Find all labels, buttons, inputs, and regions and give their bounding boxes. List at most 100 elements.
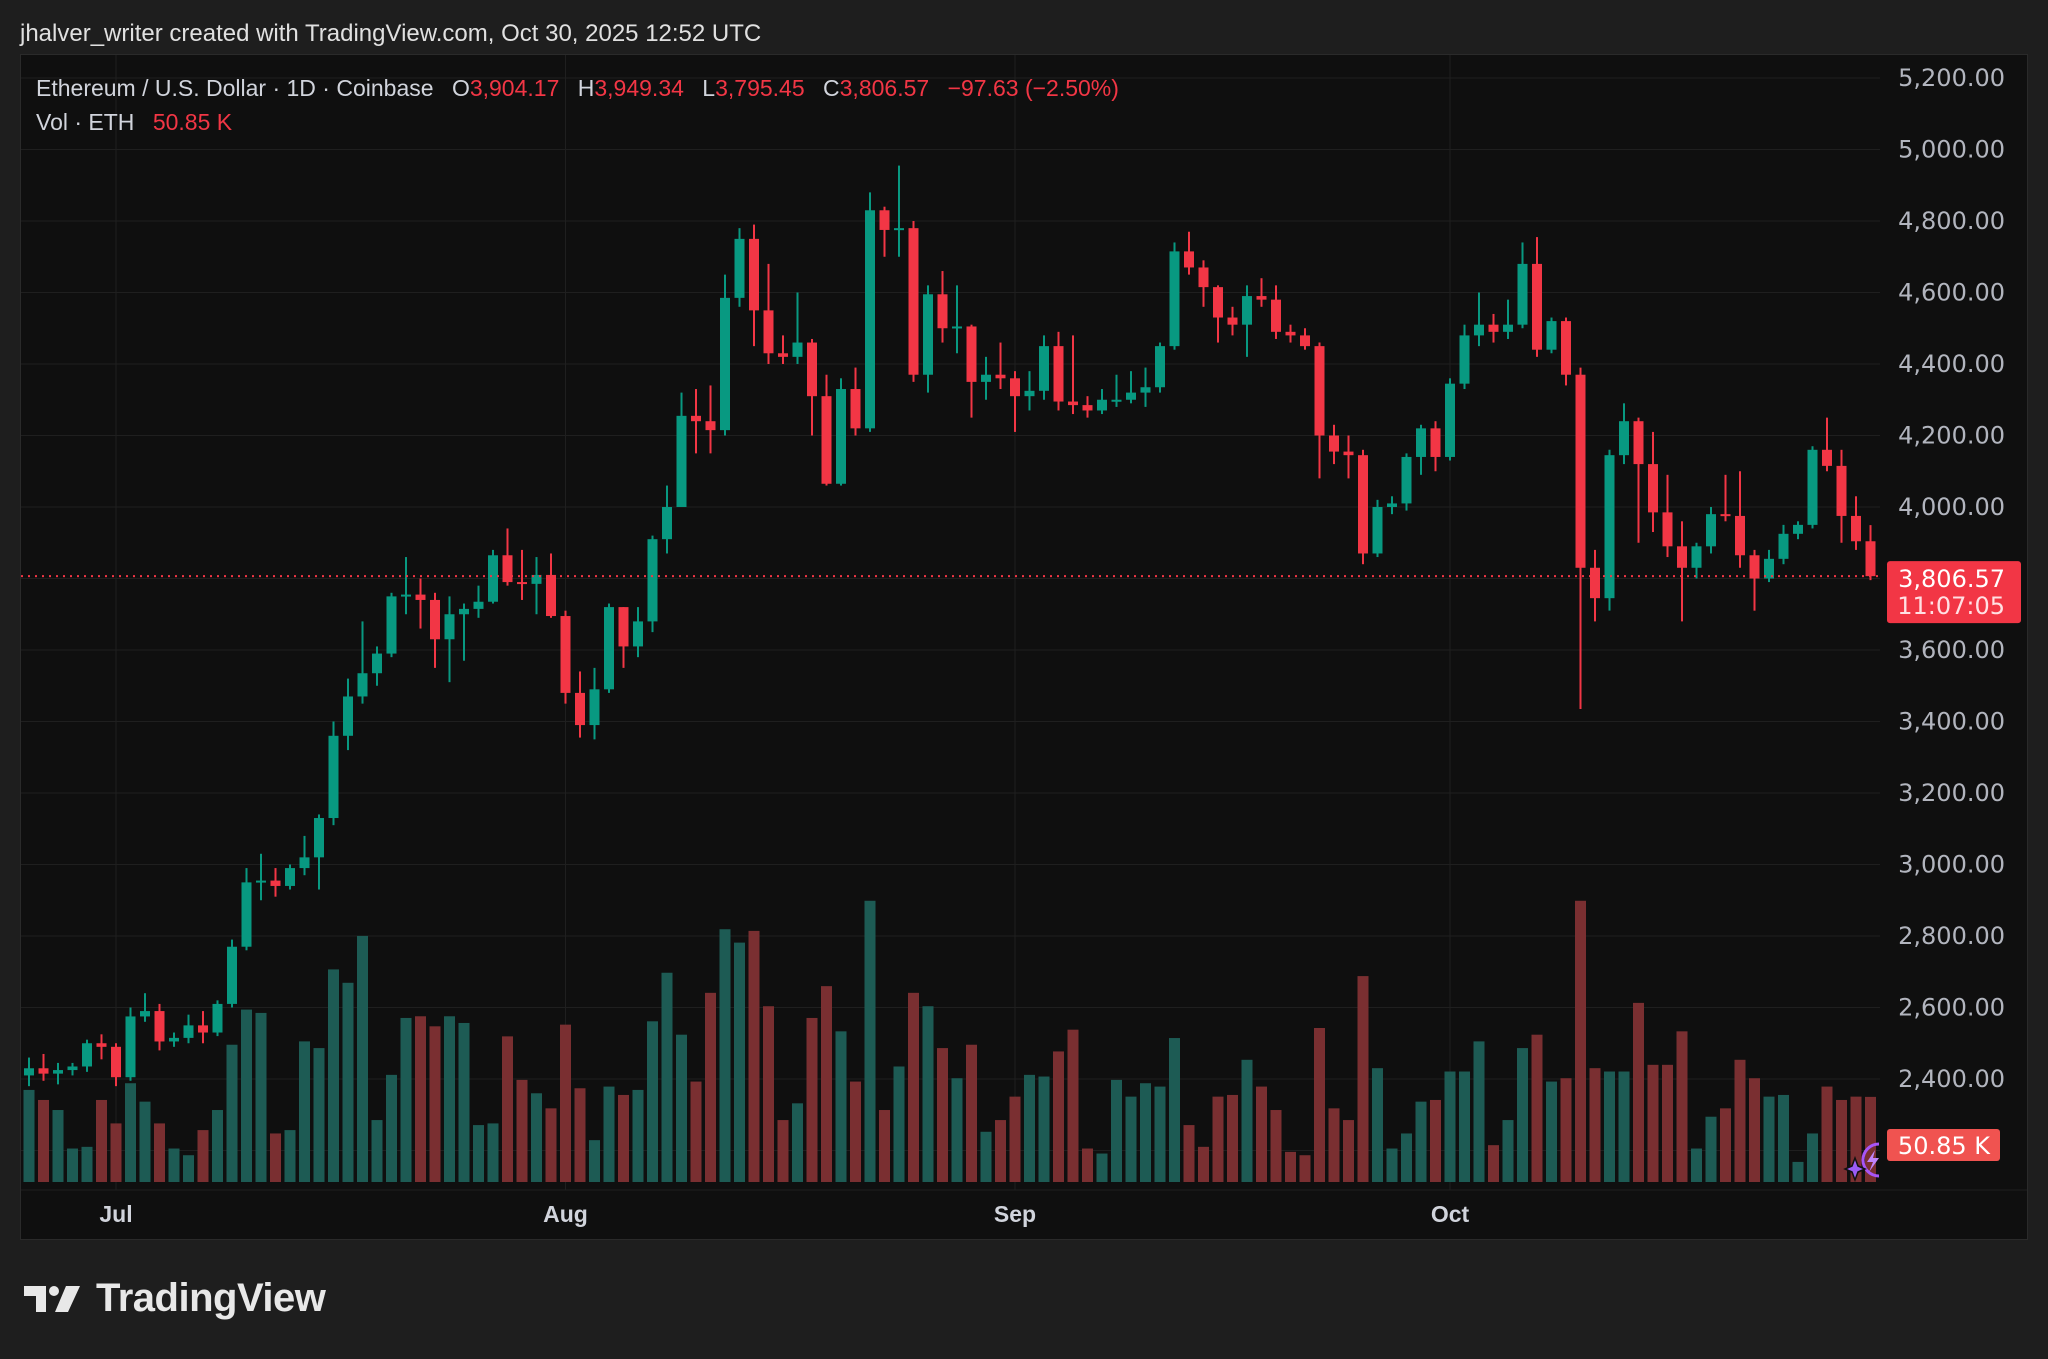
candle (169, 1032, 179, 1047)
candle (1488, 313, 1499, 343)
volume-bar (458, 1022, 470, 1182)
volume-bar (400, 1017, 412, 1182)
candle (618, 607, 629, 668)
candle-body (575, 692, 585, 726)
candle-body (1532, 263, 1542, 350)
volume-bar (1473, 1041, 1485, 1182)
chart-panel[interactable] (20, 54, 2028, 1240)
candle-body (1793, 524, 1803, 534)
candle (705, 385, 716, 454)
candle-body (1010, 378, 1020, 397)
volume-bar (1024, 1074, 1035, 1182)
candle (1358, 449, 1368, 565)
candle-body (227, 946, 237, 1004)
brand-name: TradingView (96, 1276, 326, 1320)
candle (67, 1062, 78, 1076)
volume-bar (1111, 1079, 1122, 1182)
candle-body (1314, 346, 1325, 436)
candle-body (1662, 512, 1673, 547)
volume-bar (980, 1131, 992, 1182)
candle (1793, 521, 1803, 540)
candle-body (807, 342, 817, 397)
volume-bar (284, 1130, 296, 1182)
volume-bar (502, 1036, 513, 1182)
candle (125, 1007, 136, 1081)
candle-body (1082, 405, 1093, 411)
candle (343, 678, 353, 751)
price-tick-label: 3,400.00 (1898, 708, 2005, 736)
candle (386, 592, 397, 658)
volume-bar (1328, 1108, 1340, 1182)
high-value: 3,949.34 (594, 75, 684, 101)
candle-body (1445, 383, 1455, 457)
candle (1184, 231, 1194, 275)
candle-body (1111, 399, 1122, 402)
candle-body (633, 621, 643, 647)
candle-body (1488, 324, 1499, 332)
candle (1503, 299, 1513, 339)
candle (879, 206, 890, 257)
candle (1213, 285, 1223, 343)
volume-bar (516, 1079, 528, 1182)
candle (647, 535, 658, 633)
candle (1575, 367, 1586, 709)
assistant-sparkle-icon[interactable] (1843, 1142, 1880, 1183)
volume-bar (1575, 900, 1586, 1182)
candle (1329, 424, 1339, 465)
volume-bar (734, 942, 745, 1182)
candle (995, 342, 1006, 390)
candle (198, 1011, 208, 1044)
candle-body (1764, 558, 1774, 579)
tradingview-logo[interactable]: TradingView (24, 1276, 326, 1321)
volume-bar (705, 992, 716, 1182)
candle (720, 274, 730, 436)
volume-bar (1763, 1096, 1775, 1182)
candle (1126, 371, 1136, 404)
candle (82, 1039, 92, 1072)
volume-bar (1386, 1148, 1398, 1182)
volume-bar (632, 1089, 644, 1182)
candle-body (792, 342, 803, 357)
candle (1590, 549, 1600, 622)
candle (96, 1034, 107, 1060)
candle (1474, 292, 1484, 347)
price-tick-label: 4,800.00 (1898, 207, 2005, 235)
candle (734, 228, 745, 307)
time-tick-label: Sep (994, 1201, 1036, 1227)
candle (1198, 260, 1209, 307)
price-tick-label: 2,600.00 (1898, 994, 2005, 1022)
candle-body (67, 1066, 78, 1071)
candle (1053, 331, 1064, 411)
volume-bar (1546, 1081, 1557, 1182)
volume-bar (763, 1006, 774, 1182)
volume-bar (67, 1148, 78, 1182)
volume-bar (357, 935, 368, 1182)
volume-bar (835, 1031, 847, 1182)
candle-body (1213, 287, 1223, 318)
price-tick-label: 3,600.00 (1898, 636, 2005, 664)
candle (633, 607, 643, 658)
candle (749, 224, 759, 347)
volume-bar (1662, 1064, 1673, 1182)
high-label: H (577, 75, 595, 101)
candle-body (1546, 321, 1557, 350)
time-tick-label: Aug (543, 1201, 588, 1227)
candle-body (531, 574, 542, 584)
candle-body (1822, 449, 1832, 466)
volume-bar (1314, 1027, 1325, 1182)
volume-bar (1299, 1155, 1311, 1182)
candle-body (1126, 392, 1136, 400)
candle-body (299, 857, 310, 869)
volume-bar (1140, 1083, 1151, 1182)
price-tick-label: 5,200.00 (1898, 64, 2005, 92)
candle-body (517, 582, 527, 585)
sparkle-icon (1843, 1155, 1867, 1183)
volume-bar (1125, 1096, 1137, 1182)
volume-bar (110, 1123, 122, 1182)
volume-bar (1604, 1071, 1615, 1182)
candle (1082, 396, 1093, 418)
candle (1068, 335, 1078, 415)
volume-bar (1183, 1125, 1195, 1182)
candle (1300, 328, 1310, 350)
